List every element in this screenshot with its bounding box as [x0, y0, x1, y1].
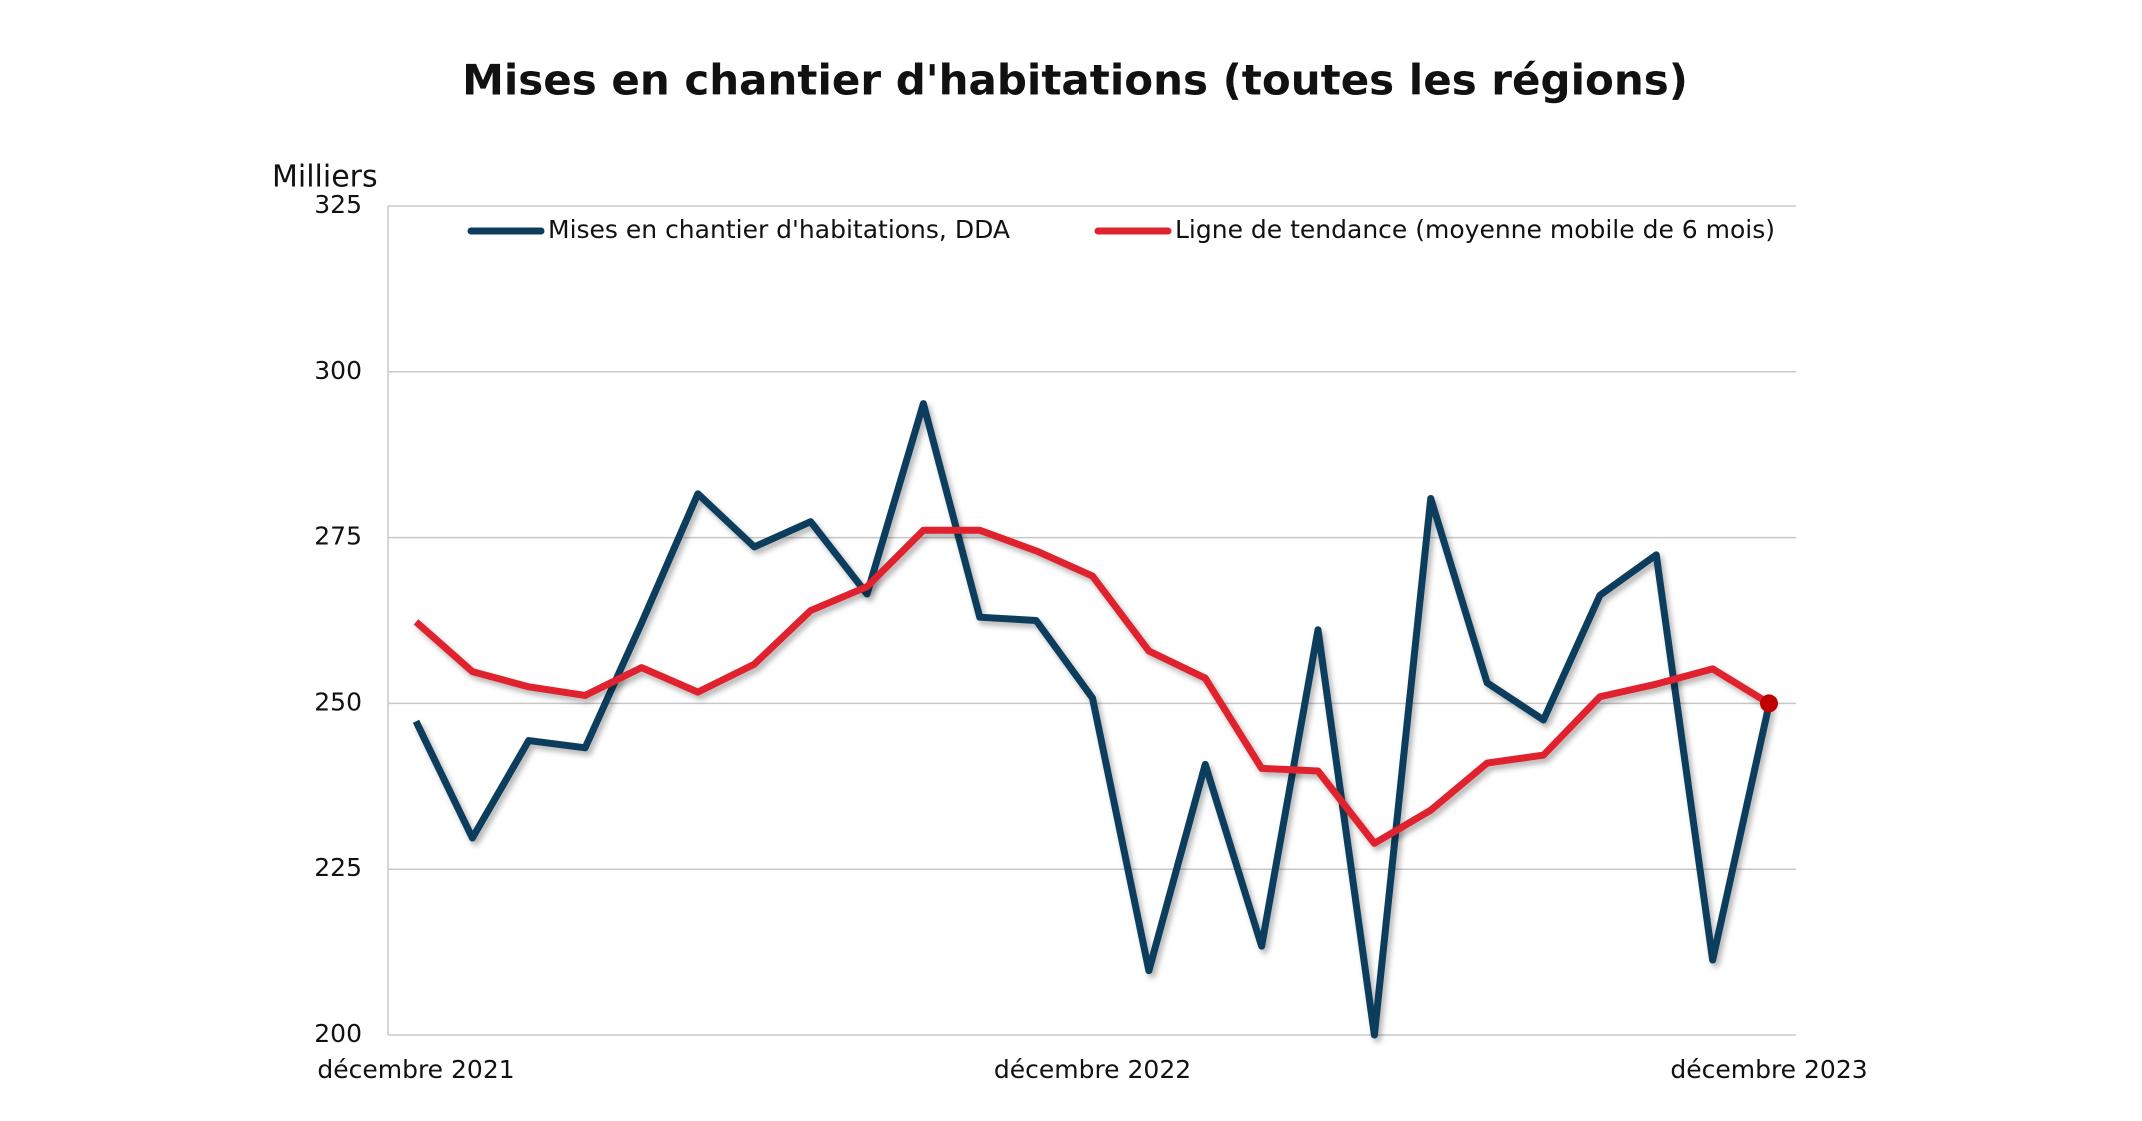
y-tick-label: 225: [314, 853, 362, 882]
x-tick-label: décembre 2023: [1670, 1055, 1867, 1084]
series-line: [413, 526, 1771, 847]
y-tick-label: 325: [314, 190, 362, 219]
legend-label: Ligne de tendance (moyenne mobile de 6 m…: [1175, 215, 1775, 244]
legend-label: Mises en chantier d'habitations, DDA: [548, 215, 1010, 244]
y-tick-label: 275: [314, 522, 362, 551]
series-line: [412, 400, 1773, 1039]
x-tick-label: décembre 2021: [317, 1055, 514, 1084]
y-axis-label: Milliers: [272, 160, 378, 195]
chart-title: Mises en chantier d'habitations (toutes …: [462, 56, 1688, 105]
y-tick-label: 200: [314, 1019, 362, 1048]
end-marker: [1760, 694, 1778, 713]
x-tick-label: décembre 2022: [994, 1055, 1191, 1084]
legend: Mises en chantier d'habitations, DDA Lign…: [467, 215, 1775, 244]
y-tick-label: 250: [314, 687, 362, 716]
y-tick-label: 300: [314, 356, 362, 385]
